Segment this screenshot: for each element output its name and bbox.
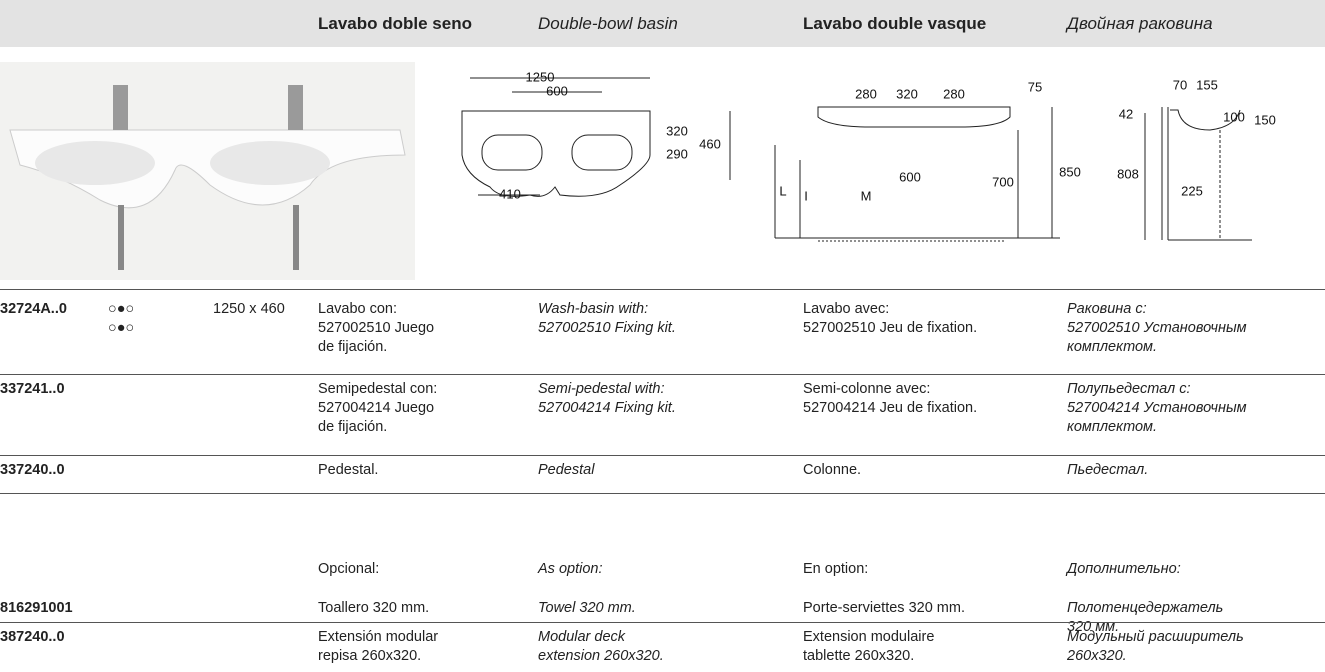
side-labels: 280 320 280 75 600 M L I 700 850 (779, 79, 1080, 203)
dimension: 280 (943, 86, 965, 101)
dimension: 320 (666, 123, 688, 138)
dimension: 808 (1117, 166, 1139, 181)
description-line: 527004214 Juego (318, 400, 435, 416)
dimension: 600 (546, 83, 568, 98)
dimension: 410 (499, 186, 521, 201)
description-line: repisa 260x320. (318, 648, 422, 664)
row-rule (0, 374, 1325, 375)
photo (0, 62, 415, 280)
dimension: 280 (855, 86, 877, 101)
product-code: 337240..0 (0, 462, 65, 478)
description-line: 527002510 Juego (318, 320, 435, 336)
description-line: Wash-basin with: (538, 301, 649, 317)
dimension: 460 (699, 136, 721, 151)
description-line: de fijación. (318, 339, 388, 355)
description-line: Lavabo con: (318, 301, 398, 317)
description-line: 320 мм. (1067, 619, 1120, 635)
description-line: Полупьедестал с: (1067, 381, 1191, 397)
description-line: Porte-serviettes 320 mm. (803, 600, 965, 616)
description-line: En option: (803, 561, 869, 577)
dimension: 150 (1254, 112, 1276, 127)
product-code: 337241..0 (0, 381, 65, 397)
finish-symbols: ○●○ (108, 301, 135, 317)
column-title: Lavabo double vasque (803, 14, 987, 33)
section-labels: 70 155 42 100 150 808 225 (1117, 77, 1276, 198)
dimension: 70 (1173, 77, 1187, 92)
description-line: Towel 320 mm. (538, 600, 636, 616)
description-line: 527004214 Jeu de fixation. (803, 400, 978, 416)
product-code: 387240..0 (0, 629, 65, 645)
description-line: tablette 260x320. (803, 648, 915, 664)
description-line: Дополнительно: (1067, 561, 1181, 577)
front-drawing (461, 77, 731, 197)
front-labels: 1250 600 320 290 460 410 (499, 69, 721, 201)
description-line: Colonne. (803, 462, 862, 478)
dimension: 1250 (526, 69, 555, 84)
product-images: 1250 600 320 290 460 410 280 320 280 75 … (0, 62, 1276, 280)
section-drawing (1144, 107, 1252, 241)
dimension: 155 (1196, 77, 1218, 92)
row-rule (0, 622, 1325, 623)
description-line: 527002510 Jeu de fixation. (803, 320, 978, 336)
dimension: 700 (992, 174, 1014, 189)
column-title: Lavabo doble seno (318, 14, 472, 33)
column-title: Двойная раковина (1067, 14, 1213, 33)
description-line: Pedestal (538, 462, 595, 478)
description-line: Pedestal. (318, 462, 379, 478)
description-line: Extension modulaire (803, 629, 935, 645)
dimension: 600 (899, 169, 921, 184)
description-line: Extensión modular (318, 629, 439, 645)
description-line: Раковина с: (1067, 301, 1147, 317)
row-rule (0, 455, 1325, 456)
dimension: 100 (1223, 109, 1245, 124)
description-line: As option: (538, 561, 603, 577)
description-line: Semipedestal con: (318, 381, 438, 397)
description-line: Полотенцедержатель (1067, 600, 1224, 616)
dimensions: 1250 x 460 (213, 301, 285, 317)
description-line: 527002510 Fixing kit. (538, 320, 676, 336)
dimension: M (861, 188, 872, 203)
description-line: Semi-colonne avec: (803, 381, 931, 397)
dimension: 290 (666, 146, 688, 161)
finish-symbols: ○●○ (108, 320, 135, 336)
description-line: 527002510 Установочным (1067, 320, 1247, 336)
row-rule (0, 493, 1325, 494)
side-drawing (774, 106, 1060, 242)
description-line: 527004214 Fixing kit. (538, 400, 676, 416)
product-code: 816291001 (0, 600, 73, 616)
description-line: Модульный расширитель (1067, 629, 1244, 645)
description-line: комплектом. (1067, 419, 1158, 435)
dimension: 850 (1059, 164, 1081, 179)
description-line: Semi-pedestal with: (538, 381, 665, 397)
description-line: 527004214 Установочным (1067, 400, 1247, 416)
dimension: 320 (896, 86, 918, 101)
description-line: Lavabo avec: (803, 301, 890, 317)
description-line: 260x320. (1067, 648, 1127, 664)
product-code: 32724A..0 (0, 301, 67, 317)
column-title: Double-bowl basin (538, 14, 678, 33)
description-line: Пьедестал. (1067, 462, 1149, 478)
dimension: 225 (1181, 183, 1203, 198)
description-line: extension 260x320. (538, 648, 664, 664)
description-line: Modular deck (538, 629, 626, 645)
dimension: 75 (1028, 79, 1042, 94)
dimension: 42 (1119, 106, 1133, 121)
description-line: комплектом. (1067, 339, 1158, 355)
description-line: Opcional: (318, 561, 380, 577)
header-band: Lavabo doble seno Double-bowl basin Lava… (0, 0, 1325, 47)
description-line: Toallero 320 mm. (318, 600, 430, 616)
description-line: de fijación. (318, 419, 388, 435)
dimension: I (804, 188, 808, 203)
dimension: L (779, 183, 786, 198)
row-rule (0, 289, 1325, 290)
